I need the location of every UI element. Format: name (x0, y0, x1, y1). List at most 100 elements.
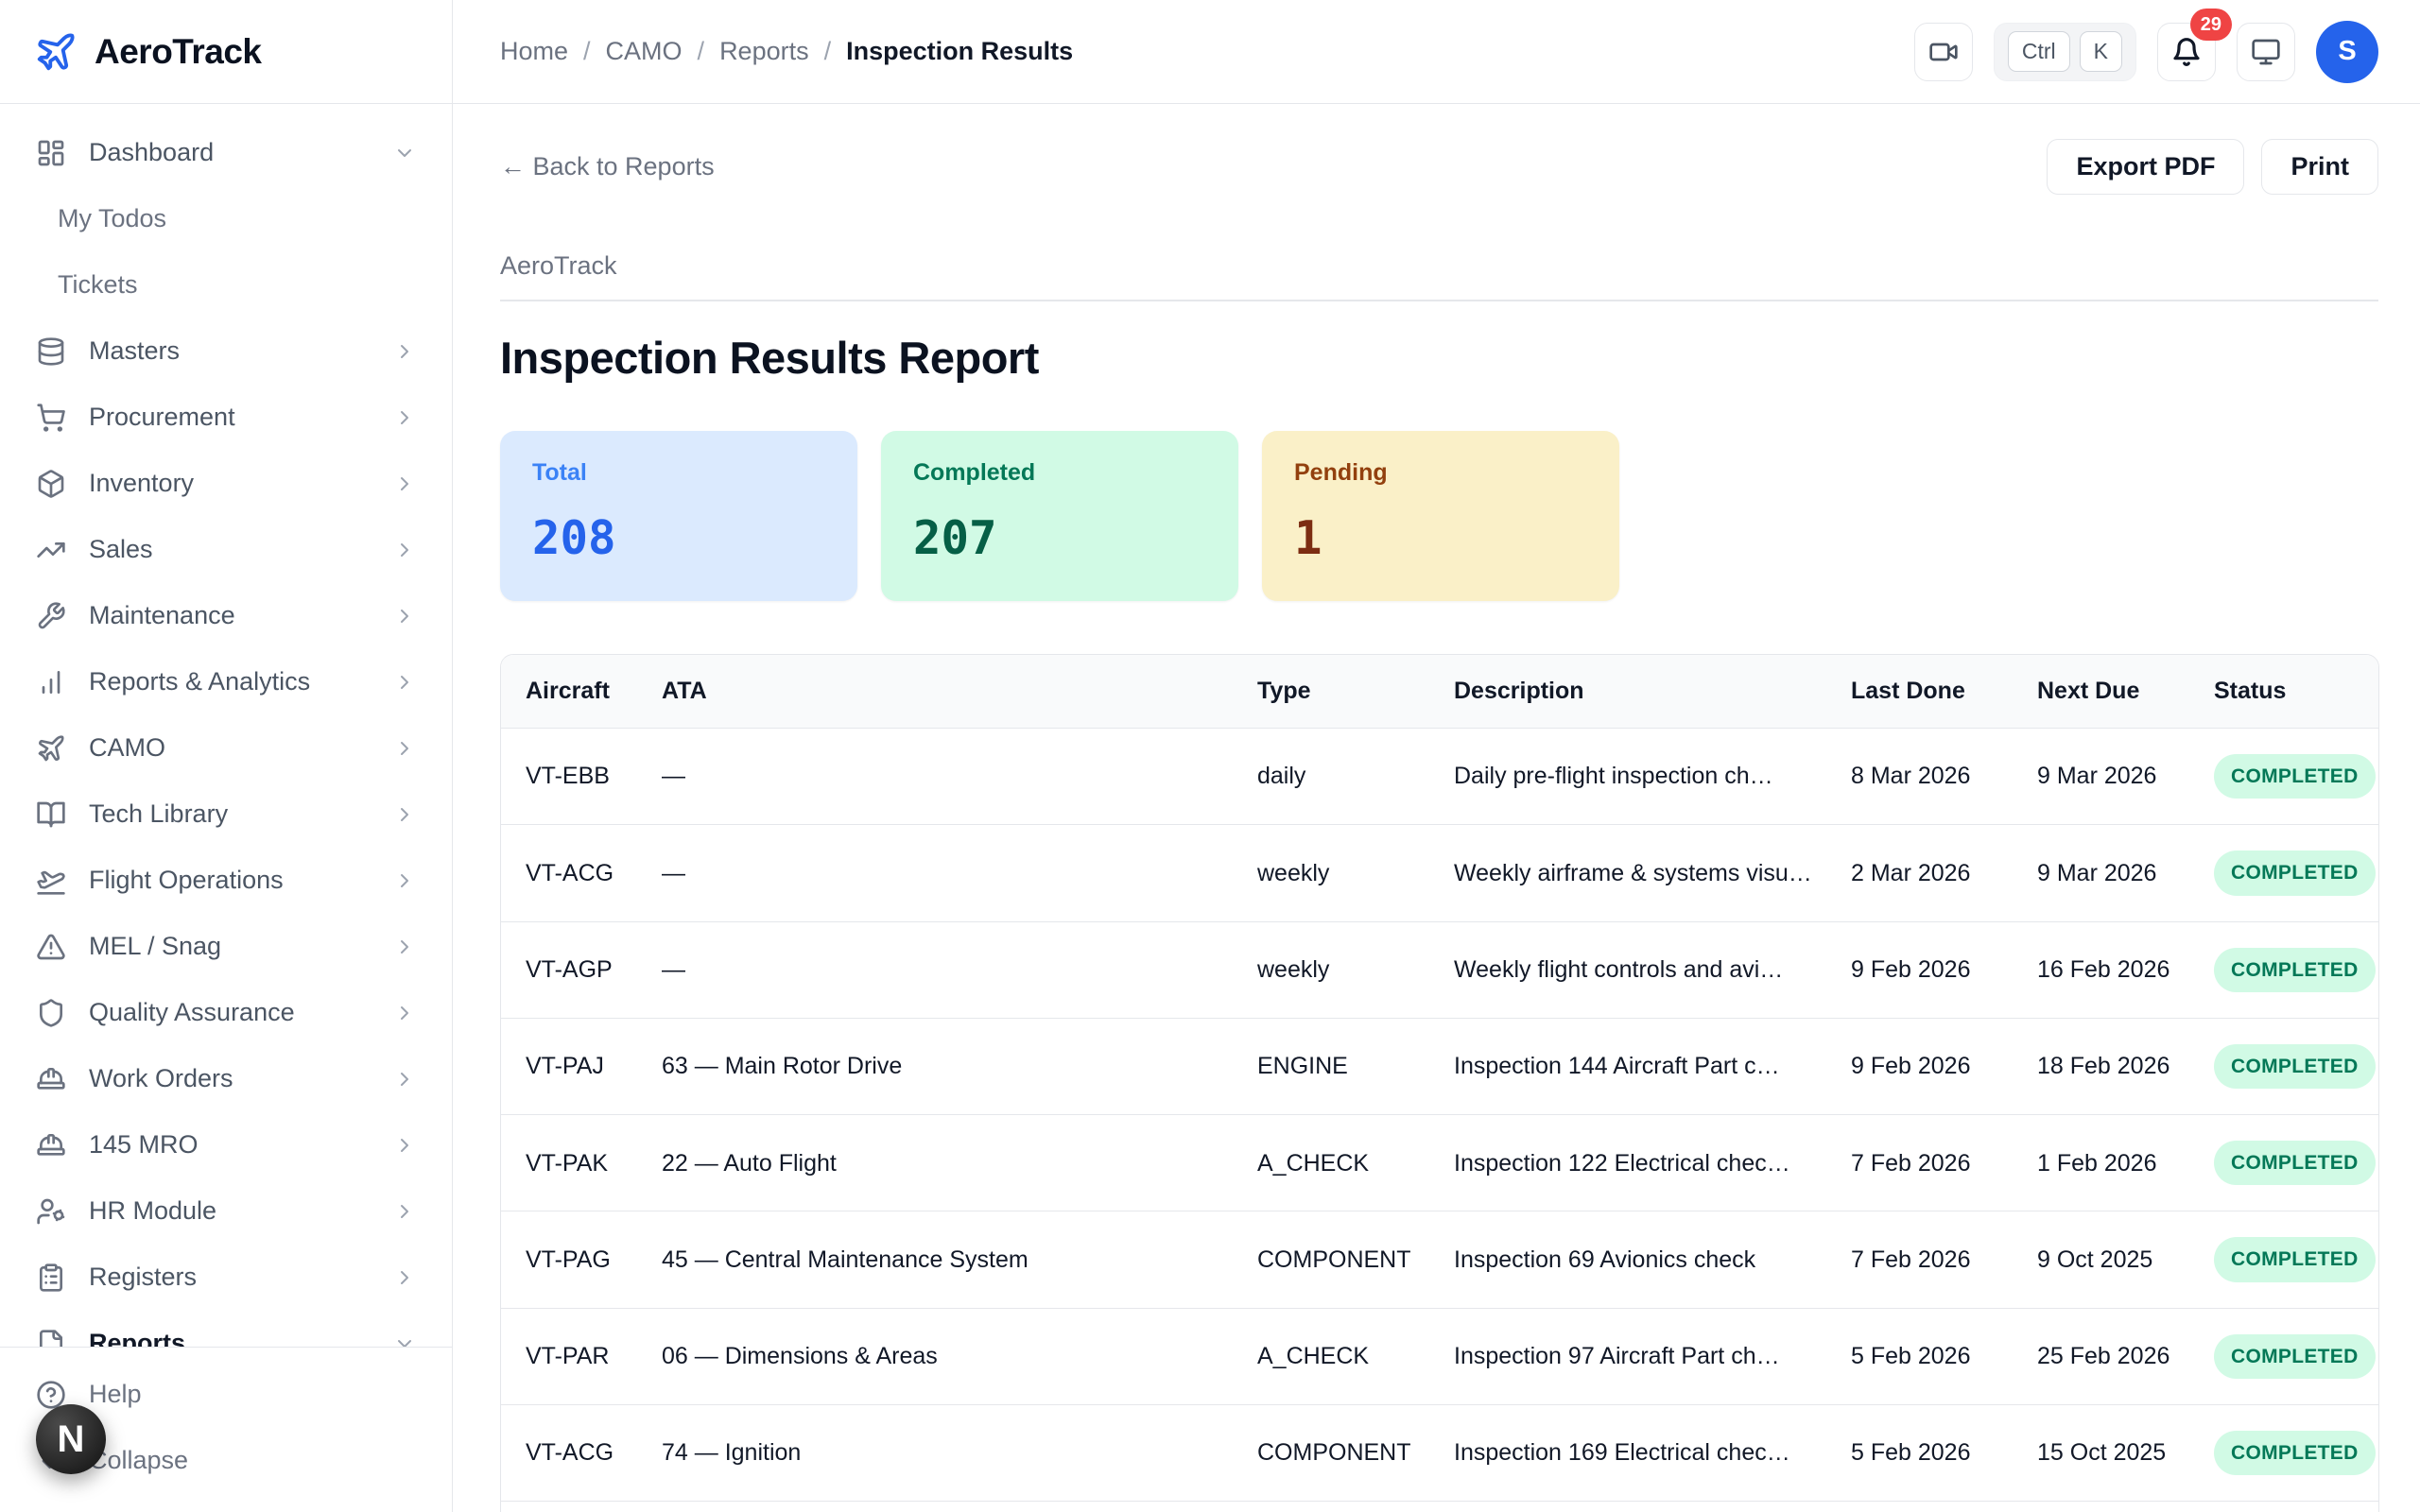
wrench-icon (38, 601, 65, 628)
command-palette-shortcut[interactable]: Ctrl K (1993, 22, 2136, 81)
cell-aircraft: VT-ACG (501, 824, 662, 922)
completed-card: Completed 207 (881, 431, 1238, 601)
sidebar-bottom-panel: Help Collapse (0, 1347, 452, 1512)
video-icon (1929, 43, 1958, 60)
chevron-right-icon (401, 807, 408, 821)
chevron-right-icon (401, 1072, 408, 1086)
table-row: VT-PAG 45 — Central Maintenance System C… (501, 1211, 2378, 1309)
monitor-icon (2252, 39, 2280, 64)
chevron-right-icon (401, 939, 408, 954)
cell-description: Inspection 118 Instrument chec… (1454, 1501, 1851, 1512)
app-logo[interactable]: AeroTrack (0, 0, 452, 104)
sidebar-item-quality-assurance[interactable]: Quality Assurance (23, 990, 429, 1035)
breadcrumb-home[interactable]: Home (500, 37, 569, 65)
collapse-sidebar-button[interactable]: Collapse (23, 1438, 429, 1483)
sidebar-item-label: Inventory (89, 469, 195, 497)
sidebar-item-camo[interactable]: CAMO (23, 726, 429, 770)
cell-status: COMPLETED (2214, 1017, 2378, 1115)
page-toolbar: ← Back to Reports Export PDF Print (500, 138, 2378, 195)
cell-aircraft: VT-AGP (501, 920, 662, 1019)
k-key: K (2079, 31, 2122, 72)
plane-takeoff-icon (37, 870, 65, 895)
table-row: VT-PAR 06 — Dimensions & Areas A_CHECK I… (501, 1307, 2378, 1405)
sidebar-item-label: Work Orders (89, 1064, 233, 1092)
notifications-button[interactable]: 29 (2157, 8, 2232, 81)
sidebar-item-sales[interactable]: Sales (23, 527, 429, 572)
breadcrumb: Home / CAMO / Reports / Inspection Resul… (500, 37, 1073, 66)
print-button[interactable]: Print (2261, 138, 2378, 195)
chevron-down-icon (398, 148, 411, 157)
sidebar-item-my-todos[interactable]: My Todos (23, 197, 429, 241)
sidebar-item-145-mro[interactable]: 145 MRO (23, 1123, 429, 1167)
help-circle-icon (37, 1380, 65, 1409)
display-button[interactable] (2237, 22, 2295, 81)
sidebar-item-mel-snag[interactable]: MEL / Snag (23, 924, 429, 969)
table-row: VT-PAK 22 — Auto Flight A_CHECK Inspecti… (501, 1114, 2378, 1211)
cell-last-done: 7 Feb 2026 (1851, 1114, 2037, 1211)
cell-last-done: 2 Mar 2026 (1851, 824, 2037, 922)
sidebar-item-procurement[interactable]: Procurement (23, 395, 429, 439)
column-header-status: Status (2214, 655, 2378, 729)
cell-last-done: 9 Feb 2026 (1851, 1017, 2037, 1115)
sidebar-item-masters[interactable]: Masters (23, 329, 429, 373)
pending-card: Pending 1 (1262, 431, 1619, 601)
cell-type: A_CHECK (1257, 1114, 1454, 1211)
chevron-right-icon (401, 476, 408, 490)
table-row: VT-ACG 74 — Ignition COMPONENT Inspectio… (501, 1404, 2378, 1502)
cell-ata: 06 — Dimensions & Areas (662, 1307, 1257, 1405)
floating-n-button[interactable]: N (36, 1404, 106, 1474)
cell-ata: 22 — Auto Flight (662, 1114, 1257, 1211)
cell-aircraft: VT-PAK (501, 1501, 662, 1512)
breadcrumb-separator: / (823, 37, 832, 65)
cell-type: A_CHECK (1257, 1501, 1454, 1512)
column-header-ata: ATA (662, 655, 1257, 729)
video-button[interactable] (1913, 22, 1973, 81)
sidebar-item-inventory[interactable]: Inventory (23, 461, 429, 506)
layout-dashboard-icon (38, 140, 64, 165)
cell-aircraft: VT-PAG (501, 1211, 662, 1309)
sidebar-item-tech-library[interactable]: Tech Library (23, 792, 429, 836)
breadcrumb-camo[interactable]: CAMO (605, 37, 683, 65)
topbar-actions: Ctrl K 29 S (1913, 8, 2378, 83)
sidebar-item-maintenance[interactable]: Maintenance (23, 593, 429, 638)
pending-card-label: Pending (1294, 459, 1388, 486)
sidebar-item-registers[interactable]: Registers (23, 1255, 429, 1299)
summary-cards: Total 208 Completed 207 Pending 1 (500, 431, 2378, 601)
page-title: Inspection Results Report (500, 333, 1039, 383)
sidebar-item-label: CAMO (89, 733, 165, 762)
cell-description: Inspection 169 Electrical chec… (1454, 1404, 1851, 1502)
cell-status: COMPLETED (2214, 1501, 2378, 1512)
database-icon (38, 336, 64, 366)
status-badge: COMPLETED (2214, 754, 2376, 799)
cell-description: Inspection 144 Aircraft Part c… (1454, 1017, 1851, 1115)
notification-count-badge: 29 (2189, 8, 2232, 41)
avatar-initial: S (2338, 36, 2357, 66)
cell-next-due: 9 Oct 2025 (2037, 1211, 2214, 1309)
sidebar-nav: Dashboard My Todos Tickets Masters Procu… (0, 104, 452, 1512)
sidebar: AeroTrack Dashboard My Todos Tickets Mas… (0, 0, 453, 1512)
cell-ata: — (662, 920, 1257, 1019)
sidebar-item-work-orders[interactable]: Work Orders (23, 1057, 429, 1101)
export-pdf-button[interactable]: Export PDF (2047, 138, 2245, 195)
cell-type: daily (1257, 727, 1454, 825)
table-row: VT-EBB — daily Daily pre-flight inspecti… (501, 727, 2378, 825)
cell-next-due: 18 Feb 2026 (2037, 1017, 2214, 1115)
sidebar-item-tickets[interactable]: Tickets (23, 263, 429, 307)
user-avatar[interactable]: S (2316, 20, 2378, 83)
cell-status: COMPLETED (2214, 920, 2378, 1019)
sidebar-item-label: My Todos (58, 204, 167, 232)
help-button[interactable]: Help (23, 1372, 429, 1417)
cell-status: COMPLETED (2214, 1404, 2378, 1502)
sidebar-item-hr-module[interactable]: HR Module (23, 1189, 429, 1233)
sidebar-item-dashboard[interactable]: Dashboard (23, 130, 429, 175)
hard-hat-icon (37, 1133, 65, 1156)
breadcrumb-reports[interactable]: Reports (719, 37, 809, 65)
status-badge: COMPLETED (2214, 1141, 2376, 1186)
hard-hat-icon (37, 1067, 65, 1090)
back-to-reports-link[interactable]: ← Back to Reports (500, 151, 715, 180)
status-badge: COMPLETED (2214, 1043, 2376, 1090)
sidebar-item-flight-operations[interactable]: Flight Operations (23, 858, 429, 902)
sidebar-item-label: Quality Assurance (89, 998, 295, 1026)
sidebar-item-reports-analytics[interactable]: Reports & Analytics (23, 660, 429, 704)
